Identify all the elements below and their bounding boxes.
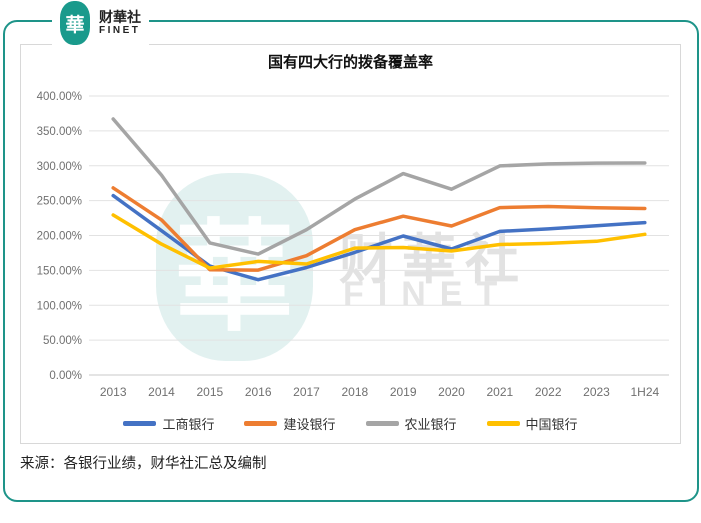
x-tick-label: 2019	[390, 385, 417, 399]
seal-character: 華	[65, 13, 85, 36]
y-tick-label: 250.00%	[37, 196, 82, 208]
legend-label: 中国银行	[525, 417, 578, 432]
watermark-seal-icon: 華	[156, 173, 313, 361]
legend-line-sample	[123, 421, 157, 426]
logo-name-zh: 财華社	[99, 9, 141, 25]
legend-line-sample	[486, 421, 520, 426]
y-tick-label: 150.00%	[37, 265, 82, 277]
x-tick-label: 2023	[583, 385, 610, 399]
y-tick-label: 0.00%	[49, 370, 82, 382]
series-line-中国银行	[111, 213, 647, 270]
legend-item-建设银行: 建设银行	[244, 414, 336, 433]
finet-logo: 華 财華社 FINET	[52, 0, 149, 48]
y-tick-label: 50.00%	[43, 335, 82, 347]
y-tick-label: 200.00%	[37, 231, 82, 243]
legend-item-中国银行: 中国银行	[486, 414, 578, 433]
x-tick-label: 2017	[293, 385, 320, 399]
legend-item-工商银行: 工商银行	[123, 414, 214, 433]
x-tick-label: 2016	[245, 385, 272, 399]
series-line-建设银行	[111, 186, 647, 272]
line-chart-plot: 0.00% 50.00% 100.00% 150.00% 200.00% 250.00% 3…	[37, 91, 669, 399]
page-frame	[3, 20, 699, 502]
chart-card: 国有四大行的拨备覆盖率 華 财華社 FINET 0.00% 50.00% 100.0…	[20, 44, 681, 444]
legend-item-农业银行: 农业银行	[365, 414, 457, 433]
x-tick-label: 2014	[148, 385, 175, 399]
finet-seal-icon: 華	[60, 1, 90, 45]
y-tick-label: 350.00%	[37, 126, 82, 138]
x-tick-label: 2021	[486, 385, 513, 399]
series-line-农业银行	[111, 117, 647, 256]
x-tick-label: 2015	[196, 385, 223, 399]
y-tick-label: 400.00%	[37, 91, 82, 103]
x-tick-label: 2018	[341, 385, 368, 399]
chart-title: 国有四大行的拨备覆盖率	[267, 54, 433, 71]
logo-name-en: FINET	[99, 25, 141, 36]
x-tick-label: 2020	[438, 385, 465, 399]
watermark-text-en: FINET	[343, 275, 512, 313]
chart-legend: 工商银行 建设银行 农业银行 中国银行	[21, 414, 680, 433]
source-note: 来源：各银行业绩，财华社汇总及编制	[20, 456, 267, 472]
x-tick-label: 2013	[100, 385, 127, 399]
legend-line-sample	[244, 421, 278, 426]
x-tick-label: 2022	[535, 385, 562, 399]
watermark-seal-character: 華	[174, 207, 295, 348]
x-tick-label: 1H24	[630, 385, 659, 399]
y-tick-label: 300.00%	[37, 161, 82, 173]
legend-line-sample	[365, 421, 399, 426]
legend-label: 工商银行	[162, 417, 215, 432]
y-tick-label: 100.00%	[37, 300, 82, 312]
legend-label: 农业银行	[404, 417, 457, 432]
logo-text: 财華社 FINET	[99, 10, 141, 37]
watermark-text-zh: 财華社	[339, 230, 528, 290]
legend-label: 建设银行	[283, 417, 336, 432]
